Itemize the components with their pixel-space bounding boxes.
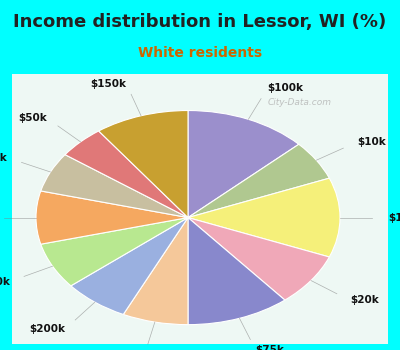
Wedge shape bbox=[188, 144, 329, 218]
Wedge shape bbox=[36, 191, 188, 244]
Text: $75k: $75k bbox=[256, 345, 285, 350]
Wedge shape bbox=[188, 178, 340, 257]
Wedge shape bbox=[71, 218, 188, 314]
Text: $40k: $40k bbox=[0, 276, 10, 287]
Text: $50k: $50k bbox=[18, 113, 46, 123]
Text: $150k: $150k bbox=[90, 79, 126, 89]
Wedge shape bbox=[123, 218, 188, 325]
Text: $20k: $20k bbox=[350, 295, 378, 306]
Text: $125k: $125k bbox=[388, 212, 400, 223]
Text: White residents: White residents bbox=[138, 46, 262, 60]
Wedge shape bbox=[65, 131, 188, 218]
Text: $60k: $60k bbox=[0, 153, 7, 163]
Text: Income distribution in Lessor, WI (%): Income distribution in Lessor, WI (%) bbox=[13, 13, 387, 31]
Text: $100k: $100k bbox=[268, 83, 304, 93]
Text: $10k: $10k bbox=[357, 137, 386, 147]
Wedge shape bbox=[188, 111, 299, 218]
Text: City-Data.com: City-Data.com bbox=[268, 98, 332, 106]
Wedge shape bbox=[41, 218, 188, 286]
Wedge shape bbox=[99, 111, 188, 218]
Wedge shape bbox=[41, 155, 188, 218]
Text: $200k: $200k bbox=[30, 324, 66, 334]
Wedge shape bbox=[188, 218, 329, 300]
Wedge shape bbox=[188, 218, 285, 325]
